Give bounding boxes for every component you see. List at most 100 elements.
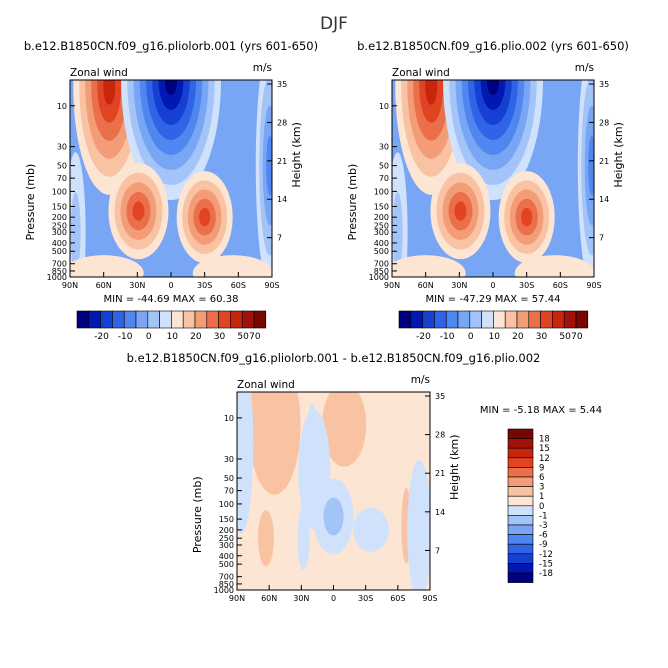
colorbar-swatch (481, 310, 494, 329)
contour-band (237, 392, 254, 534)
x-tick-label: 90S (586, 281, 601, 290)
contour-band (266, 135, 272, 196)
y-tick-label: 150 (374, 202, 389, 211)
y-tick-label: 50 (379, 162, 389, 171)
y2-tick-label: 35 (277, 80, 287, 89)
colorbar-swatch (507, 505, 534, 516)
contour-band (392, 255, 466, 277)
y2-tick-label: 7 (599, 234, 604, 243)
contour-field (392, 80, 594, 277)
colorbar-swatch (507, 447, 534, 459)
colorbar-swatch (135, 310, 149, 329)
x-tick-label: 30S (358, 594, 373, 603)
x-tick-label: 30S (519, 281, 534, 290)
y-tick-label: 250 (219, 534, 234, 543)
y2-tick-label: 14 (435, 508, 445, 517)
y-tick-label: 200 (374, 213, 389, 222)
colorbar-tick-label: 20 (190, 332, 202, 342)
contour-band (192, 255, 272, 277)
colorbar-swatch (563, 310, 577, 329)
y-tick-label: 300 (374, 228, 389, 237)
y2-tick-label: 14 (599, 195, 609, 204)
x-tick-label: 60N (261, 594, 277, 603)
y-axis-label: Pressure (mb) (191, 476, 204, 553)
y2-tick-label: 7 (277, 234, 282, 243)
colorbar-tick-label: -6 (539, 531, 547, 541)
colorbar-tick-label: -10 (440, 332, 455, 342)
contour-band (132, 201, 145, 221)
y-tick-label: 10 (224, 414, 234, 423)
contour-band (486, 80, 500, 95)
colorbar-swatch (434, 310, 447, 329)
colorbar-tick-label: 0 (468, 332, 474, 342)
y-tick-label: 300 (219, 541, 234, 550)
colorbar-swatch (469, 310, 482, 329)
x-tick-label: 90N (229, 594, 245, 603)
colorbar-tick-label: -10 (118, 332, 133, 342)
colorbar-tick-label: 0 (539, 502, 544, 512)
units-label: m/s (575, 62, 594, 74)
y-tick-label: 700 (374, 260, 389, 269)
colorbar-swatch (507, 515, 534, 526)
contour-band (392, 192, 403, 273)
colorbar-swatch (507, 553, 534, 564)
colorbar-swatch (575, 310, 589, 329)
y2-axis-label: Height (km) (612, 122, 625, 188)
x-tick-label: 0 (168, 281, 173, 290)
colorbar-swatch (147, 310, 160, 329)
chart-panel-diff: b.e12.B1850CN.f09_g16.pliolorb.001 - b.e… (127, 351, 541, 603)
min-max-label: MIN = -44.69 MAX = 60.38 (104, 294, 239, 305)
x-tick-label: 30N (451, 281, 467, 290)
colorbar-swatch (112, 310, 125, 329)
y-tick-label: 100 (52, 187, 67, 196)
y-tick-label: 70 (57, 174, 67, 183)
contour-band (297, 506, 310, 571)
y-tick-label: 850 (219, 580, 234, 589)
min-max-label: MIN = -5.18 MAX = 5.44 (480, 405, 602, 416)
contour-band (103, 80, 116, 105)
colorbar-tick-label: 1 (539, 492, 544, 502)
y-tick-label: 500 (219, 560, 234, 569)
colorbar-swatch (206, 310, 219, 329)
colorbar-swatch (171, 310, 184, 329)
y-tick-label: 100 (219, 500, 234, 509)
y-tick-label: 50 (224, 474, 234, 483)
colorbar-tick-label: 30 (536, 332, 548, 342)
colorbar-tick-label: 30 (214, 332, 226, 342)
contour-band (164, 80, 178, 95)
colorbar-tick-label: 15 (539, 444, 550, 454)
y-tick-label: 850 (374, 267, 389, 276)
y2-axis-label: Height (km) (448, 434, 461, 500)
colorbar-tick-label: 6 (539, 473, 544, 483)
colorbar-swatch (76, 310, 90, 329)
y2-tick-label: 28 (599, 118, 609, 127)
contour-band (514, 255, 594, 277)
x-tick-label: 60N (96, 281, 112, 290)
y2-tick-label: 35 (435, 392, 445, 401)
variable-label: Zonal wind (237, 379, 295, 391)
y2-tick-label: 28 (277, 118, 287, 127)
contour-band (588, 135, 594, 196)
colorbar-tick-label: 12 (539, 454, 550, 464)
contour-band (70, 255, 144, 277)
x-tick-label: 0 (331, 594, 336, 603)
colorbar-swatch (507, 476, 534, 487)
colorbar-swatch (241, 310, 255, 329)
colorbar-swatch (507, 543, 534, 555)
variable-label: Zonal wind (70, 67, 128, 79)
colorbar-tick-label: 18 (539, 435, 550, 445)
colorbar-tick-label: 20 (512, 332, 524, 342)
colorbar-tick-label: -9 (539, 540, 547, 550)
colorbar-swatch (88, 310, 101, 329)
contour-band (521, 207, 533, 227)
contour-band (353, 507, 390, 552)
colorbar-swatch (410, 310, 423, 329)
colorbar-swatch (507, 534, 534, 545)
colorbar-swatch (159, 310, 172, 329)
y2-axis-label: Height (km) (290, 122, 303, 188)
x-tick-label: 60S (390, 594, 405, 603)
colorbar-swatch (507, 572, 534, 583)
y-tick-label: 400 (52, 239, 67, 248)
